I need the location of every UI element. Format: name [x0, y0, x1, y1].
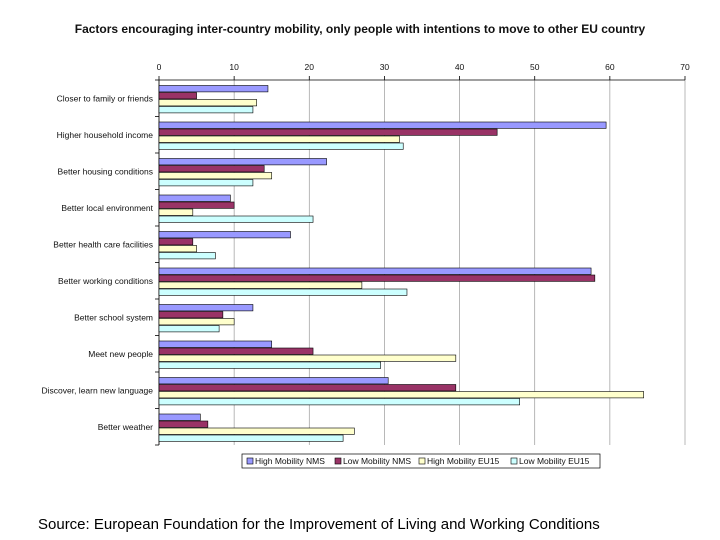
bar — [158, 208, 194, 216]
bar — [158, 245, 197, 253]
bar — [158, 215, 314, 223]
legend-label: Low Mobility NMS — [343, 456, 411, 466]
legend-swatch — [246, 457, 254, 465]
bar — [158, 413, 201, 421]
bar — [158, 128, 498, 136]
category-label: Better weather — [98, 422, 153, 432]
category-label: Better school system — [74, 312, 153, 322]
bar — [158, 172, 273, 180]
bar — [158, 121, 607, 129]
bar — [158, 377, 389, 385]
bar — [158, 434, 344, 442]
x-tick-label: 50 — [530, 62, 540, 72]
bar — [158, 354, 457, 362]
bar — [158, 281, 363, 289]
bar — [158, 252, 216, 260]
x-tick-label: 60 — [605, 62, 615, 72]
bar — [158, 384, 457, 392]
bar — [158, 420, 209, 428]
bar — [158, 99, 257, 107]
bars — [158, 85, 644, 442]
bar — [158, 85, 269, 93]
bar — [158, 267, 592, 275]
legend-label: High Mobility NMS — [255, 456, 325, 466]
category-label: Higher household income — [57, 130, 154, 140]
category-label: Better housing conditions — [58, 166, 153, 176]
bar — [158, 165, 265, 173]
bar — [158, 142, 404, 150]
bar — [158, 318, 235, 326]
category-labels: Closer to family or friends Higher househ… — [41, 93, 153, 432]
bar — [158, 398, 520, 406]
bar — [158, 325, 220, 333]
bar — [158, 304, 254, 312]
category-label: Better working conditions — [58, 276, 153, 286]
bar — [158, 361, 381, 369]
bar — [158, 194, 231, 202]
bar — [158, 92, 197, 100]
bar — [158, 231, 291, 239]
category-label: Better health care facilities — [53, 239, 153, 249]
legend-label: Low Mobility EU15 — [519, 456, 590, 466]
bar — [158, 238, 194, 246]
bar — [158, 340, 273, 348]
category-label: Meet new people — [88, 349, 153, 359]
legend-label: High Mobility EU15 — [427, 456, 500, 466]
x-tick-labels: 0 10 20 30 40 50 60 70 — [157, 62, 690, 72]
bar — [158, 106, 254, 114]
x-tick-label: 70 — [680, 62, 690, 72]
bar — [158, 311, 224, 319]
bar — [158, 274, 596, 282]
chart-title: Factors encouraging inter-country mobili… — [74, 22, 646, 36]
x-tick-label: 40 — [455, 62, 465, 72]
category-label: Discover, learn new language — [41, 385, 153, 395]
x-tick-label: 20 — [305, 62, 315, 72]
legend-swatch — [334, 457, 342, 465]
bar — [158, 135, 400, 143]
bar — [158, 427, 355, 435]
bar — [158, 288, 408, 296]
category-label: Closer to family or friends — [57, 93, 153, 103]
x-tick-label: 0 — [157, 62, 162, 72]
category-label: Better local environment — [61, 203, 153, 213]
legend-swatch — [510, 457, 518, 465]
x-tick-label: 10 — [229, 62, 239, 72]
legend: High Mobility NMS Low Mobility NMS High Mo… — [241, 453, 601, 469]
bar — [158, 179, 254, 187]
x-tick-label: 30 — [380, 62, 390, 72]
source-note: Source: European Foundation for the Impr… — [38, 516, 600, 533]
bar — [158, 201, 235, 209]
bar — [158, 391, 644, 399]
bar — [158, 347, 314, 355]
legend-swatch — [418, 457, 426, 465]
bar — [158, 158, 327, 166]
